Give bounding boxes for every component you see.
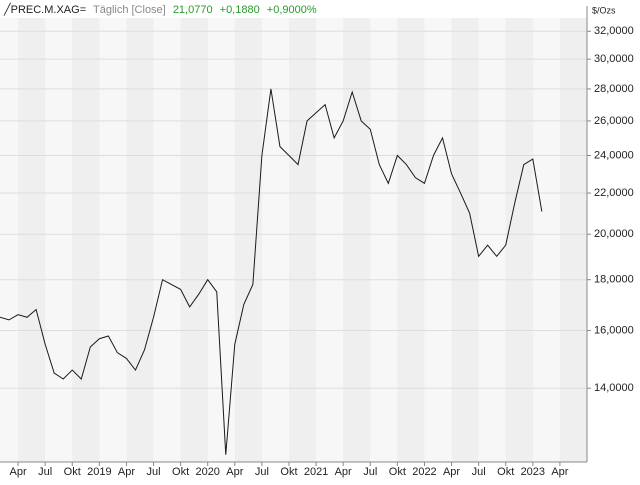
last-price: 21,0770 [173,4,213,16]
y-tick-label: 14,0000 [594,382,634,394]
x-tick-label: 2022 [412,466,436,478]
y-tick-label: 20,0000 [594,228,634,240]
y-axis-unit: $/Ozs [592,5,616,15]
y-tick-label: 26,0000 [594,115,634,127]
x-tick-label: 2020 [195,466,219,478]
x-tick-label: Jul [363,466,377,478]
y-tick-label: 28,0000 [594,83,634,95]
quarter-band [343,18,371,462]
quarter-band [72,18,100,462]
quarter-band [180,18,208,462]
y-tick-label: 16,0000 [594,324,634,336]
y-tick-label: 32,0000 [594,25,634,37]
mode: Täglich [Close] [93,4,166,16]
x-tick-label: Okt [280,466,297,478]
quarter-band [126,18,154,462]
x-tick-label: 2021 [304,466,328,478]
x-tick-label: Okt [497,466,514,478]
x-tick-label: Okt [172,466,189,478]
x-tick-label: Apr [551,466,568,478]
quarter-band [397,18,425,462]
x-tick-label: 2023 [521,466,545,478]
y-tick-label: 24,0000 [594,149,634,161]
x-tick-label: Apr [443,466,460,478]
x-tick-label: Apr [9,466,26,478]
quarter-band [234,18,262,462]
price-line [0,88,543,455]
x-tick-label: Jul [38,466,52,478]
x-tick-label: Jul [255,466,269,478]
x-tick-label: Apr [118,466,135,478]
x-tick-label: Apr [226,466,243,478]
change: +0,1880 [220,4,260,16]
header: ╱PREC.M.XAG= Täglich [Close] 21,0770 +0,… [3,2,317,16]
x-tick-label: Apr [335,466,352,478]
quarter-band [288,18,317,462]
y-tick-label: 22,0000 [594,187,634,199]
y-tick-label: 18,0000 [594,274,634,286]
x-tick-label: 2019 [87,466,111,478]
x-tick-label: Okt [389,466,406,478]
x-tick-label: Okt [64,466,81,478]
symbol: ╱PREC.M.XAG= [3,2,86,16]
y-tick-label: 30,0000 [594,53,634,65]
x-tick-label: Jul [146,466,160,478]
quarter-band [18,18,46,462]
change-pct: +0,9000% [267,4,317,16]
quarter-band [451,18,479,462]
quarter-band [505,18,533,462]
quarter-band [559,18,587,462]
x-tick-label: Jul [472,466,486,478]
